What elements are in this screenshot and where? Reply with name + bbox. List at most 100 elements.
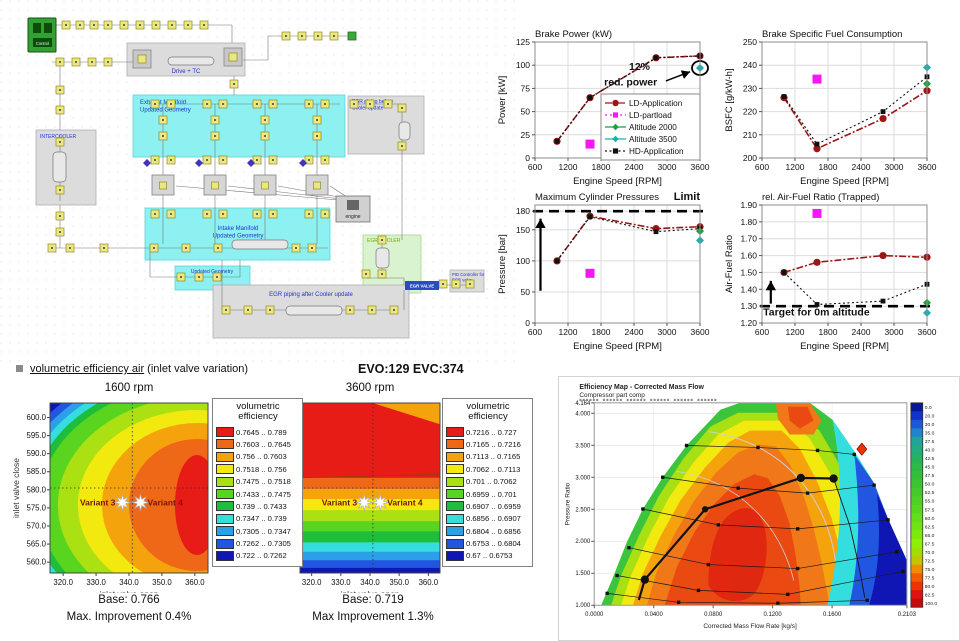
plot-bsfc: 600 1200 1800 2400 3000 3600 200 210 220 230 240 25… (724, 29, 937, 187)
svg-text:40.0: 40.0 (925, 448, 935, 454)
legend-range-label: 0.7113 .. 0.7165 (466, 452, 521, 462)
colorbar: 0.0 20.0 30.0 35.0 37.5 40.0 42.5 45.0 47.5 50.0 5… (910, 402, 937, 608)
svg-text:EGR VALVE: EGR VALVE (410, 284, 434, 289)
svg-text:3600: 3600 (691, 162, 710, 172)
svg-text:600.0: 600.0 (26, 413, 46, 422)
legend-range-label: 0.7433 .. 0.7475 (236, 489, 291, 499)
contour-bands (300, 403, 440, 573)
legend-swatch (216, 489, 234, 500)
svg-text:100: 100 (516, 256, 530, 266)
svg-text:600: 600 (755, 162, 769, 172)
legend-range-label: 0.7262 .. 0.7305 (236, 539, 291, 549)
legend-row: 0.7518 .. 0.756 (216, 463, 300, 475)
svg-text:1200: 1200 (786, 162, 805, 172)
svg-text:340.0: 340.0 (119, 578, 139, 587)
svg-text:60.0: 60.0 (925, 516, 935, 522)
svg-text:250: 250 (743, 37, 757, 47)
series-LD-partload (585, 268, 595, 278)
diagram-content: Drive + TC INTERCOOLER Exhaust Manifold Upd… (27, 17, 485, 339)
legend-swatch (216, 538, 234, 549)
svg-text:1.80: 1.80 (740, 217, 757, 227)
contour-plot-3600rpm: Variant 3 Variant 4 320.0 330.0 340.0 350.0 36… (299, 402, 441, 593)
legend-range-label: 0.7305 .. 0.7347 (236, 526, 291, 536)
svg-text:75: 75 (521, 83, 531, 93)
svg-text:77.5: 77.5 (925, 575, 935, 581)
pipe-components (52, 56, 411, 316)
svg-text:3000: 3000 (885, 162, 904, 172)
legend-row: 0.67 .. 0.6753 (446, 550, 530, 562)
svg-text:LD-partload: LD-partload (629, 111, 672, 120)
svg-text:1800: 1800 (592, 327, 611, 337)
legend-row: 0.6907 .. 0.6959 (446, 500, 530, 512)
svg-text:0.1600: 0.1600 (823, 612, 842, 618)
svg-text:Variant 3: Variant 3 (80, 497, 116, 507)
series-LD-Application (780, 251, 931, 277)
engine-block: engine (335, 195, 371, 223)
svg-text:EGR piping after Cooler update: EGR piping after Cooler update (269, 292, 353, 298)
map-efficiency-regions (601, 402, 907, 606)
map-xlabel: Corrected Mass Flow Rate [kg/s] (703, 623, 797, 630)
svg-text:80.0: 80.0 (925, 584, 935, 590)
svg-text:INTERCOOLER: INTERCOOLER (40, 134, 77, 140)
svg-text:Brake Specific Fuel Consumptio: Brake Specific Fuel Consumption (762, 29, 902, 40)
base-improvement-3600: Base: 0.719 Max Improvement 1.3% (268, 592, 478, 625)
svg-text:570.0: 570.0 (26, 521, 46, 530)
variant-markers: Variant 3 Variant 4 (80, 493, 183, 512)
svg-text:75.0: 75.0 (925, 567, 935, 573)
svg-text:red. power: red. power (604, 77, 657, 89)
legend-range-label: 0.6753 .. 0.6804 (466, 539, 521, 549)
svg-text:Engine Speed [RPM]: Engine Speed [RPM] (573, 176, 662, 187)
svg-text:595.0: 595.0 (26, 431, 46, 440)
design-point-marker (856, 442, 868, 456)
plot-brake-power: 12% red. power 600 1200 1800 2400 3000 3600 0 25 5… (497, 29, 710, 187)
svg-text:3.500: 3.500 (575, 443, 591, 449)
svg-text:3000: 3000 (658, 327, 677, 337)
contour-title-3600: 3600 rpm (345, 382, 395, 394)
legend-row: 0.6959 .. 0.701 (446, 488, 530, 500)
svg-text:3000: 3000 (658, 162, 677, 172)
svg-text:180: 180 (516, 206, 530, 216)
svg-text:1.000: 1.000 (575, 603, 591, 609)
legend-swatch (446, 538, 464, 549)
svg-text:600: 600 (528, 162, 542, 172)
legend-row: 0.7165 .. 0.7216 (446, 438, 530, 450)
map-ylabel: Pressure Ratio (564, 482, 571, 525)
svg-text:585.0: 585.0 (26, 467, 46, 476)
svg-text:inlet valve open: inlet valve open (99, 589, 158, 593)
svg-text:Updated Geometry: Updated Geometry (213, 234, 264, 240)
svg-text:360.0: 360.0 (185, 578, 205, 587)
legend-range-label: 0.6856 .. 0.6907 (466, 514, 521, 524)
control-block: Control (27, 17, 57, 53)
svg-text:210: 210 (743, 130, 757, 140)
cylinder-block (203, 174, 227, 196)
svg-text:320.0: 320.0 (302, 578, 322, 587)
legend-swatch (446, 464, 464, 475)
svg-text:EGR valve: EGR valve (452, 278, 473, 283)
legend-range-label: 0.7062 .. 0.7113 (466, 464, 521, 474)
legend-row: 0.7347 .. 0.739 (216, 513, 300, 525)
svg-text:Updated Geometry: Updated Geometry (140, 108, 191, 114)
legend-range-label: 0.67 .. 0.6753 (466, 551, 513, 561)
svg-text:1.90: 1.90 (740, 200, 757, 210)
svg-text:330.0: 330.0 (331, 578, 351, 587)
legend-row: 0.7113 .. 0.7165 (446, 451, 530, 463)
legend-range-label: 0.6959 .. 0.701 (466, 489, 517, 499)
svg-text:Engine Speed [RPM]: Engine Speed [RPM] (800, 176, 889, 187)
svg-text:Altitude 2000: Altitude 2000 (629, 123, 677, 132)
svg-text:50: 50 (521, 287, 531, 297)
legend-range-label: 0.6804 .. 0.6856 (466, 526, 521, 536)
svg-text:1.70: 1.70 (740, 234, 757, 244)
svg-text:340.0: 340.0 (360, 578, 380, 587)
legend-row: 0.701 .. 0.7062 (446, 475, 530, 487)
svg-text:LD-Application: LD-Application (629, 99, 683, 108)
svg-text:Control: Control (36, 41, 50, 46)
svg-text:70.0: 70.0 (925, 550, 935, 556)
svg-text:Target for 0m altitude: Target for 0m altitude (763, 306, 870, 318)
legend-swatch (216, 451, 234, 462)
svg-text:Variant 3: Variant 3 (322, 497, 358, 507)
svg-text:4.000: 4.000 (575, 411, 591, 417)
variant-markers: Variant 3 Variant 4 (322, 493, 423, 512)
legend-row: 0.6753 .. 0.6804 (446, 537, 530, 549)
plot-air-fuel-ratio: Target for 0m altitude 600 1200 1800 2400 300… (724, 192, 937, 352)
svg-text:Altitude 3500: Altitude 3500 (629, 135, 677, 144)
